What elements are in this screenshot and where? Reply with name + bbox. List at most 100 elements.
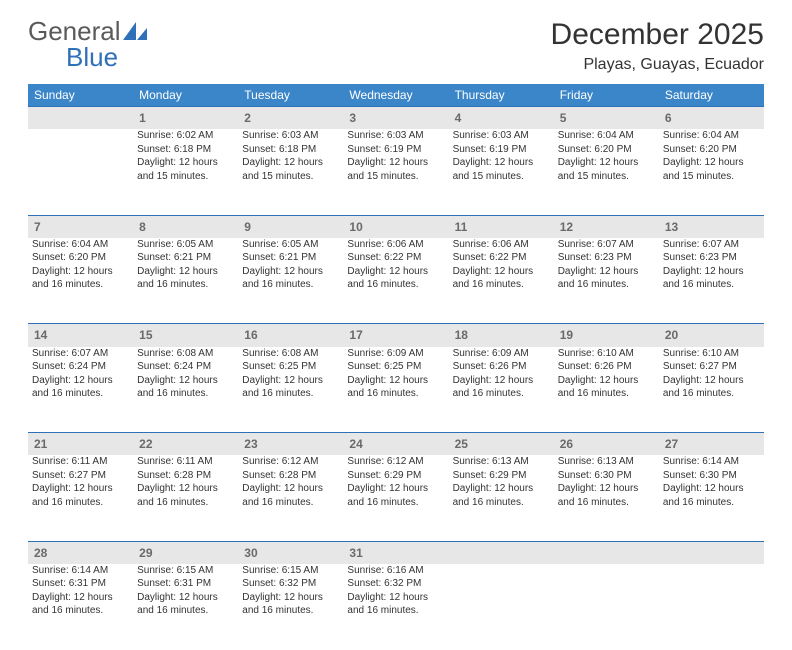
daylight2-text: and 16 minutes. (137, 278, 234, 292)
sunset-text: Sunset: 6:32 PM (242, 577, 339, 591)
daylight2-text: and 16 minutes. (347, 604, 444, 618)
sunset-text: Sunset: 6:31 PM (137, 577, 234, 591)
day-cell: Sunrise: 6:13 AMSunset: 6:30 PMDaylight:… (554, 455, 659, 541)
sunrise-text: Sunrise: 6:08 AM (242, 347, 339, 361)
sunrise-text: Sunrise: 6:07 AM (32, 347, 129, 361)
day-cell: Sunrise: 6:15 AMSunset: 6:32 PMDaylight:… (238, 564, 343, 650)
sunrise-text: Sunrise: 6:10 AM (558, 347, 655, 361)
day-number: 8 (133, 215, 238, 238)
daylight2-text: and 16 minutes. (347, 387, 444, 401)
day-cell: Sunrise: 6:04 AMSunset: 6:20 PMDaylight:… (554, 129, 659, 215)
day-cell: Sunrise: 6:02 AMSunset: 6:18 PMDaylight:… (133, 129, 238, 215)
sunrise-text: Sunrise: 6:03 AM (242, 129, 339, 143)
day-number: 19 (554, 324, 659, 347)
daylight1-text: Daylight: 12 hours (347, 265, 444, 279)
day-number: 11 (449, 215, 554, 238)
daylight2-text: and 16 minutes. (347, 278, 444, 292)
day-cell: Sunrise: 6:04 AMSunset: 6:20 PMDaylight:… (28, 238, 133, 324)
page: GeneralBlue December 2025 Playas, Guayas… (0, 0, 792, 650)
logo-text-2: Blue (66, 42, 118, 72)
daylight2-text: and 16 minutes. (558, 496, 655, 510)
day-cell: Sunrise: 6:05 AMSunset: 6:21 PMDaylight:… (238, 238, 343, 324)
daylight2-text: and 16 minutes. (242, 387, 339, 401)
sunrise-text: Sunrise: 6:13 AM (558, 455, 655, 469)
day-number: 23 (238, 433, 343, 456)
daylight1-text: Daylight: 12 hours (347, 591, 444, 605)
daylight2-text: and 16 minutes. (242, 496, 339, 510)
day-cell: Sunrise: 6:06 AMSunset: 6:22 PMDaylight:… (449, 238, 554, 324)
day-cell (554, 564, 659, 650)
sunset-text: Sunset: 6:22 PM (453, 251, 550, 265)
sunset-text: Sunset: 6:23 PM (663, 251, 760, 265)
sunset-text: Sunset: 6:19 PM (453, 143, 550, 157)
day-cell: Sunrise: 6:07 AMSunset: 6:23 PMDaylight:… (659, 238, 764, 324)
dayname-sat: Saturday (659, 84, 764, 107)
day-cell: Sunrise: 6:11 AMSunset: 6:28 PMDaylight:… (133, 455, 238, 541)
sunset-text: Sunset: 6:20 PM (663, 143, 760, 157)
sunset-text: Sunset: 6:21 PM (242, 251, 339, 265)
sunset-text: Sunset: 6:32 PM (347, 577, 444, 591)
day-cell: Sunrise: 6:05 AMSunset: 6:21 PMDaylight:… (133, 238, 238, 324)
daylight2-text: and 16 minutes. (242, 278, 339, 292)
sunset-text: Sunset: 6:25 PM (347, 360, 444, 374)
daylight2-text: and 16 minutes. (663, 387, 760, 401)
day-cell: Sunrise: 6:10 AMSunset: 6:26 PMDaylight:… (554, 347, 659, 433)
sunset-text: Sunset: 6:20 PM (32, 251, 129, 265)
daylight2-text: and 15 minutes. (137, 170, 234, 184)
daylight1-text: Daylight: 12 hours (453, 265, 550, 279)
day-cell: Sunrise: 6:09 AMSunset: 6:25 PMDaylight:… (343, 347, 448, 433)
day-cell: Sunrise: 6:09 AMSunset: 6:26 PMDaylight:… (449, 347, 554, 433)
day-number: 21 (28, 433, 133, 456)
day-number: 27 (659, 433, 764, 456)
daynum-row: 78910111213 (28, 215, 764, 238)
daylight2-text: and 15 minutes. (558, 170, 655, 184)
daylight1-text: Daylight: 12 hours (242, 374, 339, 388)
daylight2-text: and 16 minutes. (558, 387, 655, 401)
day-cell: Sunrise: 6:14 AMSunset: 6:30 PMDaylight:… (659, 455, 764, 541)
sunset-text: Sunset: 6:28 PM (242, 469, 339, 483)
day-cell: Sunrise: 6:07 AMSunset: 6:24 PMDaylight:… (28, 347, 133, 433)
daylight1-text: Daylight: 12 hours (453, 482, 550, 496)
sunrise-text: Sunrise: 6:09 AM (347, 347, 444, 361)
day-cell (659, 564, 764, 650)
day-number: 3 (343, 107, 448, 130)
sunrise-text: Sunrise: 6:04 AM (558, 129, 655, 143)
title-block: December 2025 Playas, Guayas, Ecuador (551, 18, 764, 74)
day-cell: Sunrise: 6:06 AMSunset: 6:22 PMDaylight:… (343, 238, 448, 324)
daylight2-text: and 15 minutes. (347, 170, 444, 184)
daynum-row: 14151617181920 (28, 324, 764, 347)
sunset-text: Sunset: 6:29 PM (453, 469, 550, 483)
day-cell: Sunrise: 6:10 AMSunset: 6:27 PMDaylight:… (659, 347, 764, 433)
daylight1-text: Daylight: 12 hours (137, 265, 234, 279)
daylight1-text: Daylight: 12 hours (32, 591, 129, 605)
daylight2-text: and 16 minutes. (32, 278, 129, 292)
day-cell: Sunrise: 6:12 AMSunset: 6:28 PMDaylight:… (238, 455, 343, 541)
daylight2-text: and 16 minutes. (32, 496, 129, 510)
daylight2-text: and 16 minutes. (663, 496, 760, 510)
sunset-text: Sunset: 6:27 PM (32, 469, 129, 483)
sunset-text: Sunset: 6:20 PM (558, 143, 655, 157)
sunrise-text: Sunrise: 6:10 AM (663, 347, 760, 361)
dayname-fri: Friday (554, 84, 659, 107)
detail-row: Sunrise: 6:02 AMSunset: 6:18 PMDaylight:… (28, 129, 764, 215)
day-number: 12 (554, 215, 659, 238)
day-cell: Sunrise: 6:08 AMSunset: 6:24 PMDaylight:… (133, 347, 238, 433)
daylight2-text: and 16 minutes. (347, 496, 444, 510)
detail-row: Sunrise: 6:07 AMSunset: 6:24 PMDaylight:… (28, 347, 764, 433)
daylight1-text: Daylight: 12 hours (32, 265, 129, 279)
dayname-mon: Monday (133, 84, 238, 107)
location: Playas, Guayas, Ecuador (551, 56, 764, 74)
detail-row: Sunrise: 6:11 AMSunset: 6:27 PMDaylight:… (28, 455, 764, 541)
sunrise-text: Sunrise: 6:04 AM (663, 129, 760, 143)
daylight2-text: and 16 minutes. (453, 387, 550, 401)
day-number: 6 (659, 107, 764, 130)
sunset-text: Sunset: 6:30 PM (663, 469, 760, 483)
logo: GeneralBlue (28, 18, 147, 70)
daylight1-text: Daylight: 12 hours (137, 374, 234, 388)
day-number: 22 (133, 433, 238, 456)
calendar-table: Sunday Monday Tuesday Wednesday Thursday… (28, 84, 764, 650)
daylight1-text: Daylight: 12 hours (663, 156, 760, 170)
day-number: 10 (343, 215, 448, 238)
sunset-text: Sunset: 6:23 PM (558, 251, 655, 265)
sunrise-text: Sunrise: 6:03 AM (347, 129, 444, 143)
